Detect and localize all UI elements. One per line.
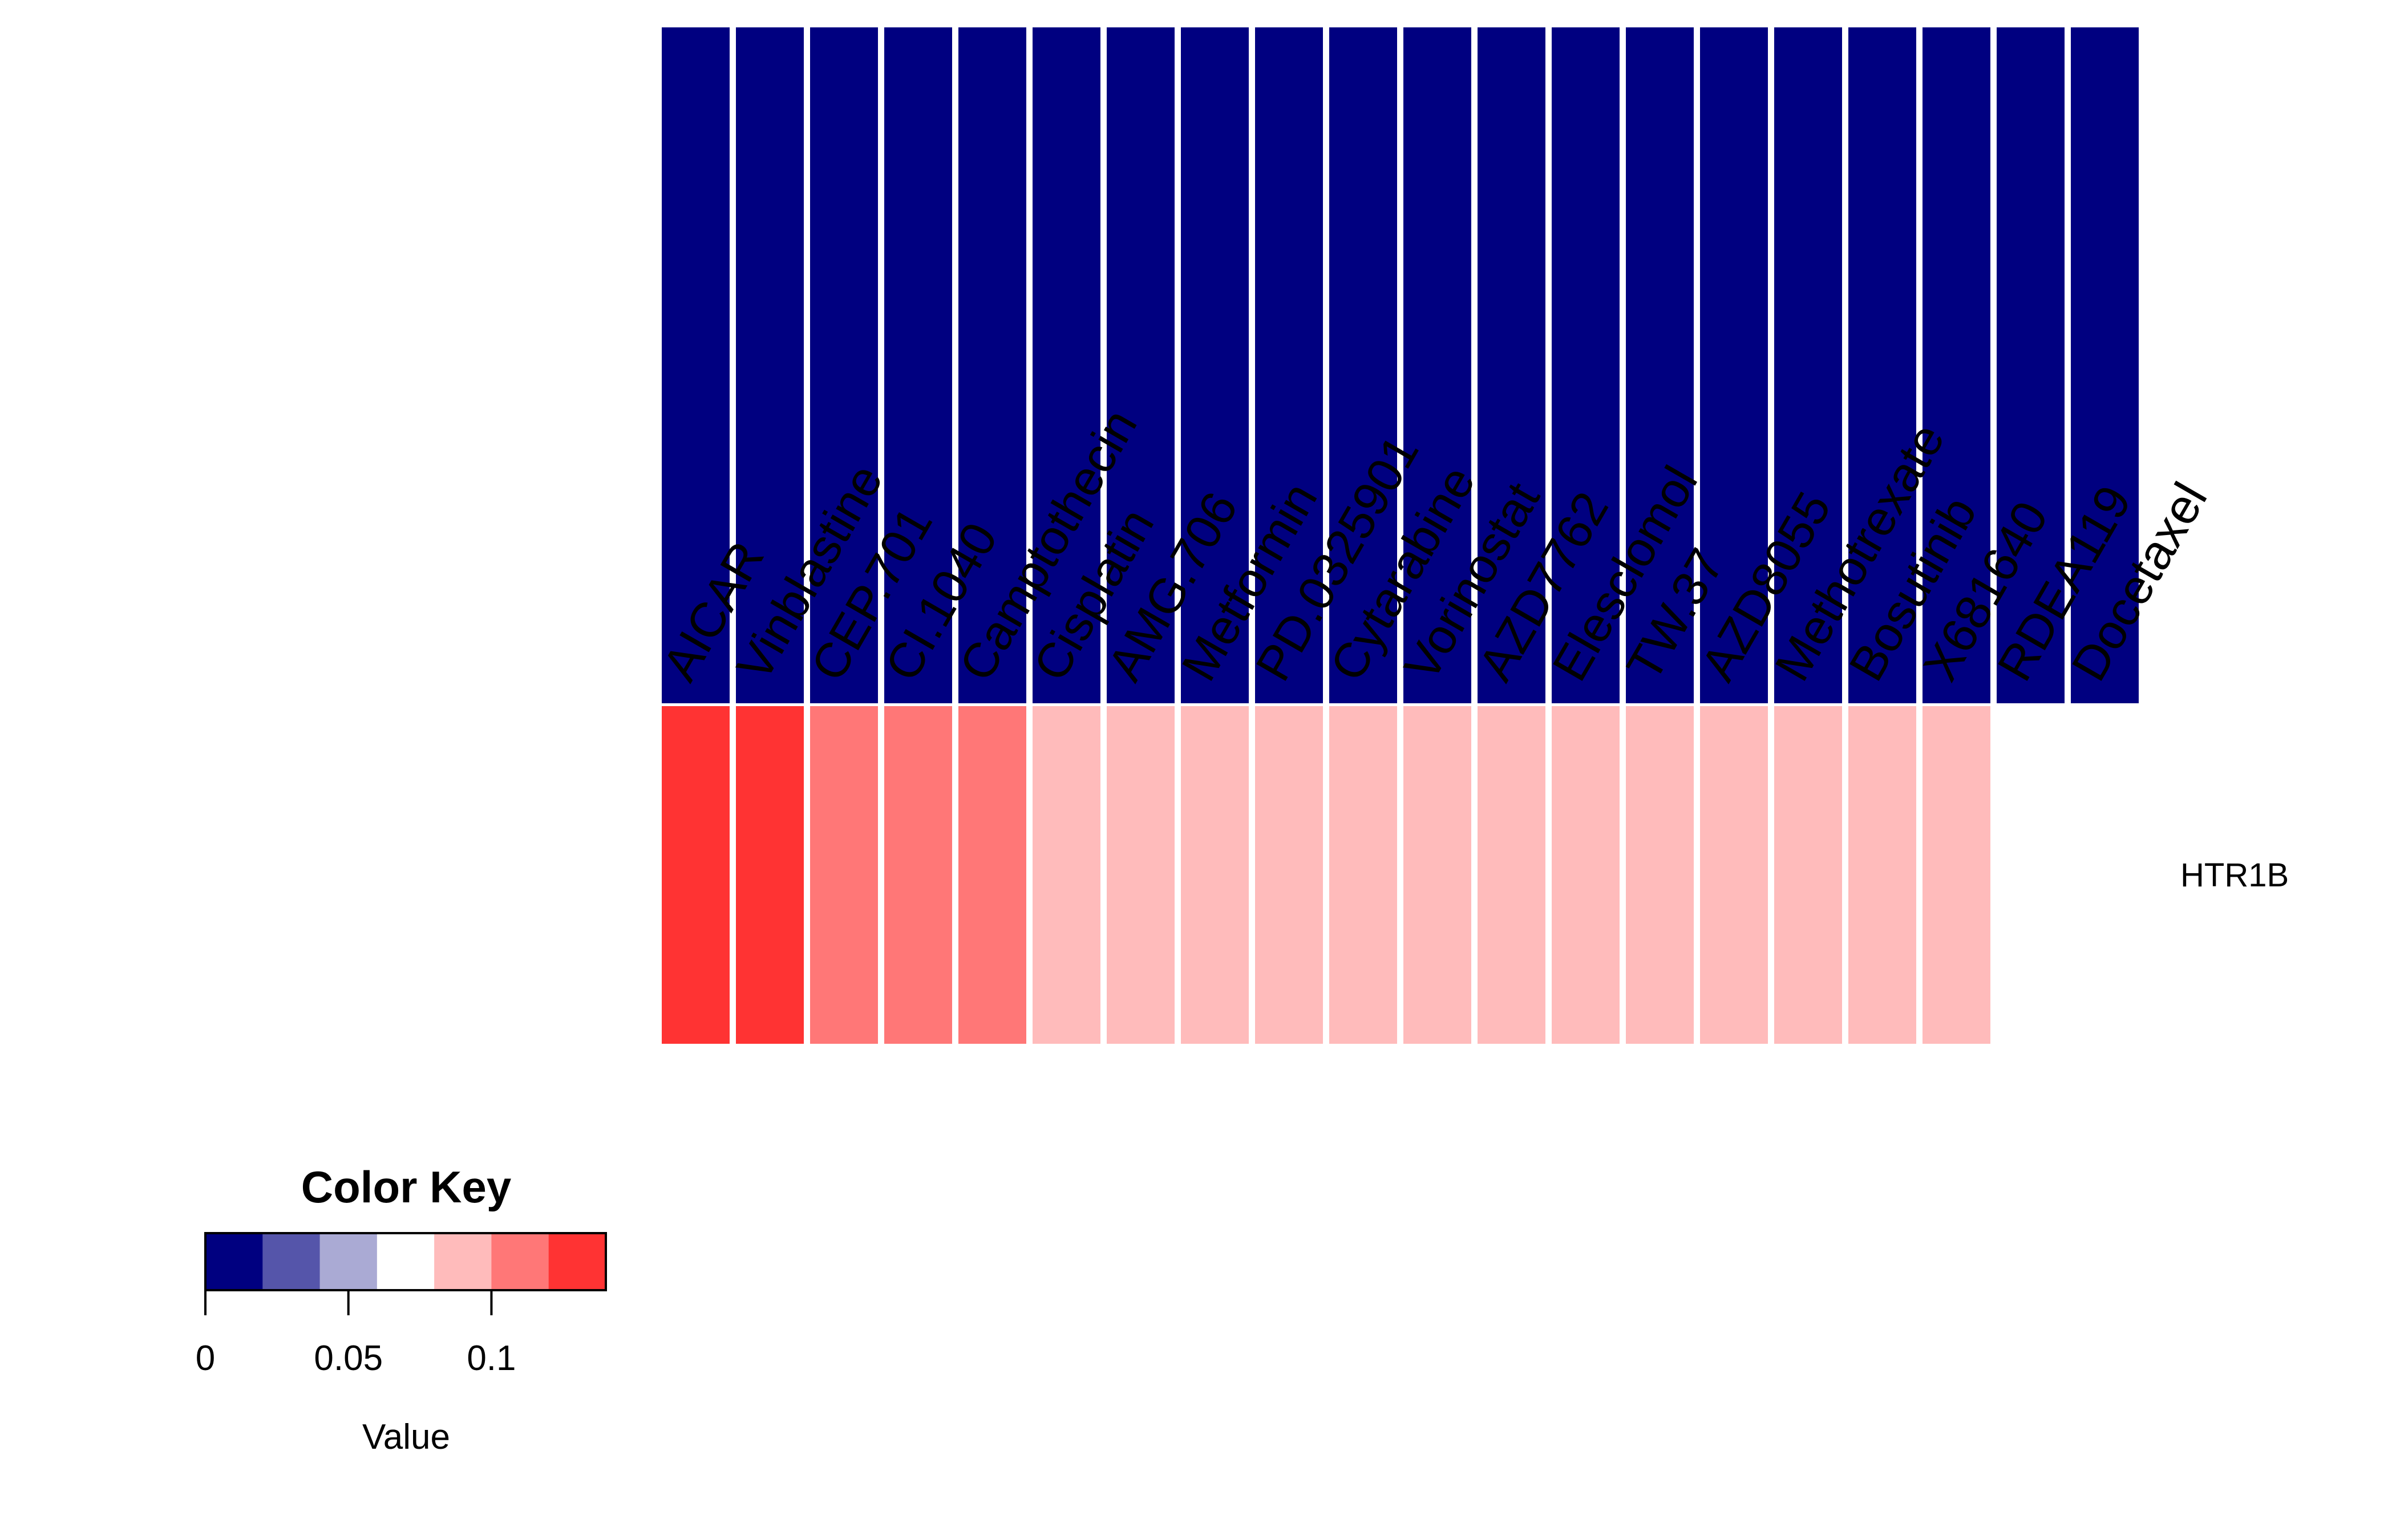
heatmap-cell	[810, 27, 878, 703]
heatmap-cell	[958, 706, 1026, 1044]
heatmap-cell	[1107, 27, 1175, 703]
color-key-swatch	[205, 1233, 263, 1290]
heatmap-cell	[662, 27, 730, 703]
heatmap-cell	[1923, 27, 1990, 703]
heatmap-cell	[1478, 27, 1545, 703]
color-key-ticks: 0 0.05 0.1	[196, 1289, 516, 1378]
heatmap-cell	[736, 706, 804, 1044]
color-key-swatch	[377, 1233, 435, 1290]
heatmap-cell	[1700, 706, 1768, 1044]
color-key-swatch	[319, 1233, 378, 1290]
heatmap-cell	[1478, 706, 1545, 1044]
heatmap-cell	[1774, 27, 1842, 703]
heatmap-cell	[1181, 706, 1249, 1044]
color-key-swatch	[262, 1233, 321, 1290]
color-key: Color Key 0 0.05 0.1 Value	[196, 1162, 607, 1457]
color-key-tick-label: 0.05	[314, 1339, 383, 1378]
heatmap-cell	[1403, 27, 1471, 703]
heatmap-cell	[662, 706, 730, 1044]
row-label: HTR1B	[2180, 857, 2289, 894]
color-key-swatch	[548, 1233, 606, 1290]
color-key-title: Color Key	[301, 1162, 511, 1212]
heatmap-cell	[884, 706, 952, 1044]
heatmap-cell	[1329, 706, 1397, 1044]
heatmap-cell	[1923, 706, 1990, 1044]
heatmap-cell	[1626, 706, 1694, 1044]
heatmap-cell	[1255, 27, 1323, 703]
heatmap-cell	[1107, 706, 1175, 1044]
heatmap-cell	[1774, 706, 1842, 1044]
heatmap-cell	[1329, 27, 1397, 703]
heatmap-cell	[958, 27, 1026, 703]
heatmap-cell	[1848, 706, 1916, 1044]
color-key-xlabel: Value	[362, 1417, 450, 1457]
heatmap-cell	[884, 27, 952, 703]
heatmap-cell	[1033, 27, 1100, 703]
heatmap-cell	[736, 27, 804, 703]
row-labels: HTR1B	[2180, 857, 2289, 894]
color-key-swatch	[491, 1233, 549, 1290]
heatmap-cell	[1552, 706, 1620, 1044]
color-key-tick-label: 0.1	[467, 1339, 516, 1378]
heatmap-cell	[2071, 27, 2139, 703]
color-key-swatches	[204, 1232, 607, 1291]
color-key-tick-label: 0	[196, 1339, 215, 1378]
heatmap-cell	[810, 706, 878, 1044]
heatmap-cells	[662, 27, 2139, 1044]
heatmap-cell	[1181, 27, 1249, 703]
heatmap-cell	[1552, 27, 1620, 703]
color-key-swatch	[434, 1233, 492, 1290]
heatmap-cell	[1255, 706, 1323, 1044]
heatmap-cell	[1700, 27, 1768, 703]
heatmap-cell	[1626, 27, 1694, 703]
heatmap-cell	[1403, 706, 1471, 1044]
heatmap-cell	[1848, 27, 1916, 703]
heatmap-cell	[1033, 706, 1100, 1044]
heatmap-cell	[1997, 27, 2065, 703]
